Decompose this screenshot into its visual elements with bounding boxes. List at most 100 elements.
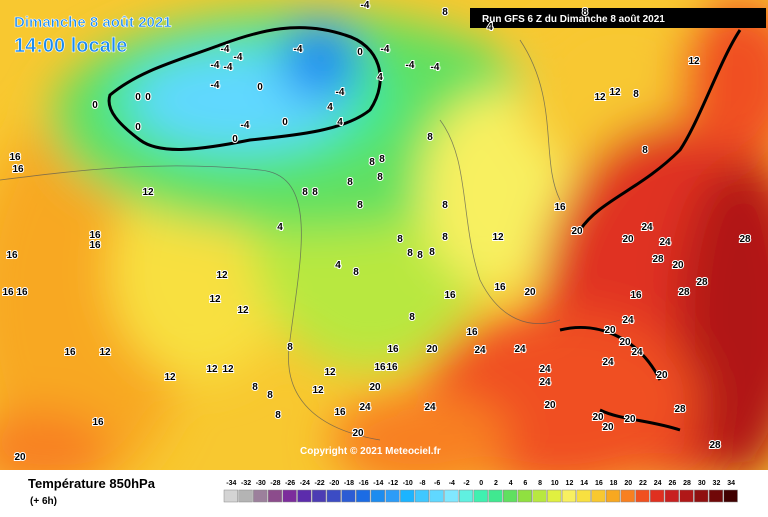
contour-label: 16 bbox=[386, 362, 398, 373]
legend-swatch bbox=[385, 489, 400, 503]
contour-label: 8 bbox=[377, 172, 383, 183]
legend-tick-label: 10 bbox=[551, 480, 559, 487]
contour-label: -4 bbox=[224, 62, 233, 73]
contour-label: -4 bbox=[406, 60, 415, 71]
contour-label: 8 bbox=[582, 7, 588, 18]
contour-label: 8 bbox=[302, 187, 308, 198]
contour-label: 8 bbox=[442, 200, 448, 211]
contour-label: 12 bbox=[312, 385, 324, 396]
legend-tick-label: -6 bbox=[434, 480, 440, 487]
contour-label: 20 bbox=[524, 287, 536, 298]
contour-label: 0 bbox=[92, 100, 98, 111]
legend-swatch bbox=[458, 489, 474, 503]
contours bbox=[107, 26, 742, 432]
legend-swatch bbox=[664, 489, 679, 503]
contour-label: 20 bbox=[571, 226, 583, 237]
contour-label: -4 bbox=[431, 62, 440, 73]
legend-tick-label: -34 bbox=[226, 480, 236, 487]
legend-swatch bbox=[326, 489, 341, 503]
contour-label: -4 bbox=[336, 87, 345, 98]
legend-swatch bbox=[635, 489, 650, 503]
contour-label: 8 bbox=[353, 267, 359, 278]
contour-label: 24 bbox=[602, 357, 614, 368]
contour-label: 0 bbox=[232, 134, 238, 145]
contour-label: -4 bbox=[294, 44, 303, 55]
contour-label: 16 bbox=[494, 282, 506, 293]
contour-label: 24 bbox=[474, 345, 486, 356]
map-date: Dimanche 8 août 2021 bbox=[14, 14, 172, 31]
legend-tick-label: -14 bbox=[373, 480, 383, 487]
contour-label: -4 bbox=[211, 60, 220, 71]
contour-label: 16 bbox=[466, 327, 478, 338]
color-legend: -34 -32 -30 -28 -26 -24 -22 -20 -18 -16 -14 -12 -10-… bbox=[223, 480, 738, 503]
contour-label: 28 bbox=[652, 254, 664, 265]
contour-label: 12 bbox=[609, 87, 621, 98]
contour-label: 4 bbox=[337, 117, 343, 128]
legend-swatch bbox=[532, 489, 547, 503]
contour-label: 12 bbox=[222, 364, 234, 375]
legend-tick-label: 0 bbox=[479, 480, 483, 487]
legend-tick-label: -28 bbox=[270, 480, 280, 487]
map-labels: 00 00-4-4-4 -4-4-4-4-4-4-4-4 -4004404016161… bbox=[1, 0, 752, 464]
legend-swatch bbox=[679, 489, 694, 503]
contour-label: 20 bbox=[369, 382, 381, 393]
contour-label: 20 bbox=[352, 428, 364, 439]
contour-label: 16 bbox=[64, 347, 76, 358]
legend-swatch bbox=[282, 489, 297, 503]
contour-label: 8 bbox=[369, 157, 375, 168]
legend-tick-label: 16 bbox=[595, 480, 603, 487]
legend-swatch bbox=[370, 489, 385, 503]
legend-tick-label: -2 bbox=[463, 480, 469, 487]
contour-label: -4 bbox=[361, 0, 370, 11]
contour-label: 8 bbox=[633, 89, 639, 100]
legend-swatch bbox=[414, 489, 430, 503]
contour-label: 24 bbox=[659, 237, 671, 248]
contour-label: 12 bbox=[164, 372, 176, 383]
legend-swatch bbox=[561, 489, 577, 503]
contour-label: 24 bbox=[539, 377, 551, 388]
contour-label: 16 bbox=[89, 240, 101, 251]
contour-label: 8 bbox=[357, 200, 363, 211]
contour-label: 16 bbox=[9, 152, 21, 163]
contour-label: 8 bbox=[442, 232, 448, 243]
contour-label: 12 bbox=[216, 270, 228, 281]
contour-label: 16 bbox=[444, 290, 456, 301]
contour-label: 16 bbox=[92, 417, 104, 428]
legend-swatch bbox=[400, 489, 415, 503]
contour-label: 12 bbox=[209, 294, 221, 305]
legend-tick-label: 30 bbox=[698, 480, 706, 487]
contour-label: 4 bbox=[487, 22, 493, 33]
contour-label: 8 bbox=[312, 187, 318, 198]
contour-label: 8 bbox=[379, 154, 385, 165]
contour-label: 12 bbox=[99, 347, 111, 358]
legend-tick-label: -20 bbox=[329, 480, 339, 487]
contour-label: 8 bbox=[429, 247, 435, 258]
legend-swatch bbox=[650, 489, 665, 503]
contour-label: 0 bbox=[135, 92, 141, 103]
contour-label: 4 bbox=[377, 72, 383, 83]
legend-tick-label: 12 bbox=[566, 480, 574, 487]
legend-swatch bbox=[238, 489, 253, 503]
run-info: Run GFS 6 Z du Dimanche 8 août 2021 bbox=[482, 14, 665, 25]
legend-swatch bbox=[341, 489, 356, 503]
contour-label: 28 bbox=[709, 440, 721, 451]
contour-label: 24 bbox=[424, 402, 436, 413]
contour-label: 16 bbox=[6, 250, 18, 261]
contour-label: 12 bbox=[594, 92, 606, 103]
contour-label: 8 bbox=[417, 250, 423, 261]
contour-label: 20 bbox=[426, 344, 438, 355]
map-time: 14:00 locale bbox=[14, 35, 127, 57]
legend-swatch bbox=[708, 489, 724, 503]
contour-label: 28 bbox=[739, 234, 751, 245]
contour-label: 20 bbox=[619, 337, 631, 348]
legend-tick-label: 6 bbox=[523, 480, 527, 487]
legend-tick-label: -10 bbox=[403, 480, 413, 487]
legend-swatch bbox=[253, 489, 268, 503]
contour-label: -4 bbox=[241, 120, 250, 131]
legend-tick-label: -32 bbox=[241, 480, 251, 487]
contour-label: 24 bbox=[631, 347, 643, 358]
contour-label: 8 bbox=[427, 132, 433, 143]
contour-label: 4 bbox=[277, 222, 283, 233]
contour-label: 8 bbox=[397, 234, 403, 245]
